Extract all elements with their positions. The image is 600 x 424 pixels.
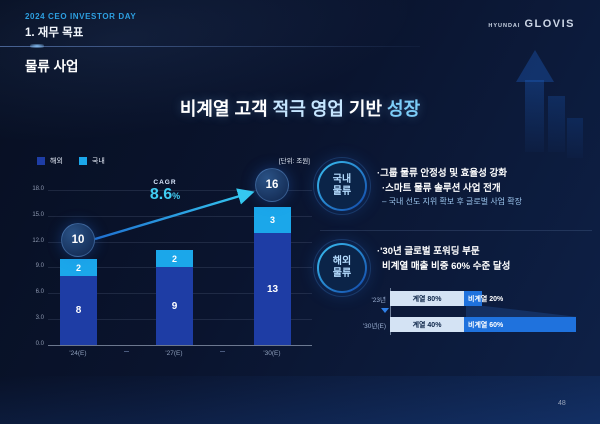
bar-segment-domestic: 3 bbox=[254, 207, 291, 233]
axis-dash bbox=[124, 351, 129, 352]
bullet-item: 비계열 매출 비중 60% 수준 달성 bbox=[382, 261, 511, 272]
cagr-value: 8.6 bbox=[149, 186, 173, 203]
legend-label: 해외 bbox=[50, 158, 63, 165]
badge-text: 물류 bbox=[332, 186, 352, 197]
y-tick-label: 6.0 bbox=[35, 289, 44, 295]
bar-24e: 2 8 bbox=[60, 259, 97, 345]
gridline bbox=[48, 242, 312, 243]
bullet-item: ·스마트 물류 솔루션 사업 전개 bbox=[382, 183, 501, 194]
header-divider-glow bbox=[30, 44, 44, 48]
bar-segment-overseas: 9 bbox=[156, 267, 193, 345]
mini-bar: 계열 80% 비계열 20% bbox=[390, 291, 503, 306]
bullet-item: ·그룹 물류 안정성 및 효율성 강화 bbox=[377, 168, 507, 179]
header-divider bbox=[0, 46, 420, 47]
y-tick-label: 3.0 bbox=[35, 315, 44, 321]
overseas-logistics-badge: 해외 물류 bbox=[313, 239, 371, 297]
bar-27e: 2 9 bbox=[156, 250, 193, 345]
logo-brand-text: HYUNDAI bbox=[488, 23, 521, 29]
bar-segment-domestic: 2 bbox=[60, 259, 97, 276]
total-badge-30e: 16 bbox=[255, 168, 289, 202]
y-tick-label: 18.0 bbox=[32, 186, 44, 192]
cagr-label: CAGR bbox=[153, 179, 177, 186]
cagr-callout: CAGR 8.6% bbox=[127, 179, 203, 204]
event-title: 2024 CEO INVESTOR DAY bbox=[25, 12, 137, 21]
mini-segment-non-affiliate: 비계열 60% bbox=[464, 317, 576, 332]
chart-legend: 해외 국내 bbox=[37, 156, 105, 166]
mini-segment-non-affiliate: 비계열 20% bbox=[464, 291, 503, 306]
panel-divider bbox=[320, 230, 592, 231]
badge-text: 국내 bbox=[332, 174, 352, 185]
bar-segment-overseas: 8 bbox=[60, 276, 97, 345]
bar-column-decor bbox=[567, 118, 583, 158]
cagr-growth-arrow-icon bbox=[94, 188, 255, 241]
domestic-logistics-badge: 국내 물류 bbox=[313, 157, 371, 215]
page-title: 비계열 고객 적극 영업 기반 성장 bbox=[0, 95, 600, 121]
y-tick-label: 0.0 bbox=[35, 341, 44, 347]
mini-segment-affiliate: 계열 80% bbox=[390, 291, 464, 306]
badge-text: 물류 bbox=[332, 268, 352, 279]
mini-chart-row-23: '23년 계열 80% 비계열 20% bbox=[348, 291, 503, 306]
domestic-bullet-list: ·그룹 물류 안정성 및 효율성 강화 ·스마트 물류 솔루션 사업 전개 – … bbox=[377, 166, 597, 208]
mini-chart-down-arrow-icon bbox=[381, 308, 389, 313]
growth-arrow-decor-icon bbox=[516, 50, 554, 82]
x-category-label: '24(E) bbox=[69, 350, 87, 357]
growth-arrow-decor-stem bbox=[525, 80, 544, 152]
legend-swatch-overseas bbox=[37, 157, 45, 165]
legend-item-overseas: 해외 bbox=[37, 156, 63, 166]
bar-segment-overseas: 13 bbox=[254, 233, 291, 345]
mini-chart-row-30e: '30년(E) 계열 40% 비계열 60% bbox=[348, 317, 576, 332]
cagr-suffix: % bbox=[172, 191, 181, 201]
x-category-label: '30(E) bbox=[263, 350, 281, 357]
gridline bbox=[48, 190, 312, 191]
title-seg: 비계열 고객 bbox=[179, 99, 273, 119]
legend-label: 국내 bbox=[91, 158, 105, 165]
sub-bullet-item: – 국내 선도 지위 확보 후 글로벌 사업 확장 bbox=[382, 197, 522, 206]
bar-30e: 3 13 bbox=[254, 207, 291, 345]
total-badge-24e: 10 bbox=[61, 223, 95, 257]
category-title: 물류 사업 bbox=[25, 59, 79, 74]
gridline bbox=[48, 216, 312, 217]
title-seg: 기반 bbox=[343, 99, 388, 119]
mini-row-label: '23년 bbox=[371, 296, 386, 304]
axis-dash bbox=[220, 351, 225, 352]
title-seg-highlight: 성장 bbox=[387, 99, 421, 119]
mini-chart-axis bbox=[390, 288, 391, 335]
hyundai-glovis-logo: HYUNDAI GLOVIS bbox=[488, 18, 575, 30]
y-tick-label: 9.0 bbox=[35, 263, 44, 269]
legend-item-domestic: 국내 bbox=[78, 156, 105, 166]
y-tick-label: 12.0 bbox=[32, 238, 44, 244]
mini-chart-connector bbox=[466, 306, 578, 317]
title-seg-highlight: 적극 영업 bbox=[272, 99, 344, 119]
overseas-bullet-list: ·'30년 글로벌 포워딩 부문 비계열 매출 비중 60% 수준 달성 bbox=[377, 244, 597, 274]
mini-bar: 계열 40% 비계열 60% bbox=[390, 317, 576, 332]
mini-segment-affiliate: 계열 40% bbox=[390, 317, 464, 332]
page-number: 48 bbox=[558, 400, 566, 407]
bottom-gradient-band bbox=[0, 376, 600, 424]
section-title: 1. 재무 목표 bbox=[25, 27, 84, 39]
badge-text: 해외 bbox=[332, 256, 352, 267]
logo-name-text: GLOVIS bbox=[524, 18, 575, 30]
x-category-label: '27(E) bbox=[165, 350, 183, 357]
bar-segment-domestic: 2 bbox=[156, 250, 193, 267]
chart-unit-label: [단위: 조원] bbox=[278, 158, 310, 165]
bar-column-decor bbox=[548, 96, 565, 152]
legend-swatch-domestic bbox=[78, 157, 87, 165]
bullet-item: ·'30년 글로벌 포워딩 부문 bbox=[377, 246, 480, 257]
y-tick-label: 15.0 bbox=[32, 212, 44, 218]
mini-row-label: '30년(E) bbox=[362, 322, 386, 330]
x-axis-line bbox=[48, 345, 312, 346]
